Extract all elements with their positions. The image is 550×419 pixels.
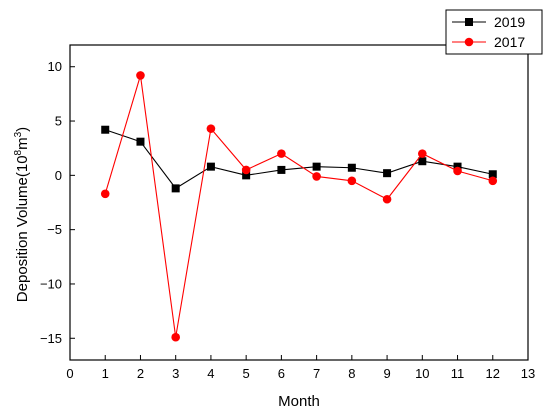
- series-layer: [100, 71, 498, 342]
- legend-marker-2017: [464, 37, 474, 47]
- y-tick-label: 10: [48, 59, 62, 74]
- x-tick-label: 5: [243, 366, 250, 381]
- x-tick-label: 10: [415, 366, 429, 381]
- x-tick-label: 7: [313, 366, 320, 381]
- legend: 2019 2017: [445, 9, 543, 55]
- data-point-2019: [488, 170, 497, 179]
- data-point-2019: [277, 165, 286, 174]
- data-point-2019: [383, 169, 392, 178]
- x-tick-label: 4: [207, 366, 214, 381]
- x-tick-label: 13: [521, 366, 535, 381]
- data-point-2019: [206, 162, 215, 171]
- x-tick-label: 3: [172, 366, 179, 381]
- data-point-2017: [312, 172, 321, 181]
- series-2017: [100, 71, 498, 342]
- y-axis-title-suffix: ): [14, 127, 31, 132]
- plot-frame: [69, 44, 529, 361]
- data-point-2017: [347, 176, 357, 186]
- y-tick-label: −15: [40, 331, 62, 346]
- data-point-2017: [100, 189, 110, 199]
- x-tick-label: 8: [348, 366, 355, 381]
- data-point-2017: [136, 71, 145, 80]
- data-point-2017: [171, 332, 180, 342]
- data-point-2019: [136, 137, 145, 146]
- y-tick-label: 0: [55, 168, 62, 183]
- y-tick-label: 5: [55, 114, 62, 129]
- legend-label-2017: 2017: [494, 34, 525, 50]
- data-point-2019: [453, 162, 462, 171]
- y-axis-title-prefix: Deposition Volume(10: [14, 155, 31, 302]
- data-point-2019: [242, 171, 251, 180]
- y-axis-title-unit: m: [14, 137, 31, 150]
- series-2019: [101, 125, 497, 193]
- x-tick-label: 11: [451, 366, 465, 381]
- x-tick-label: 1: [102, 366, 109, 381]
- x-axis-ticks: 0 1 2 3 4 5 6 7 8 9 10 11 12 13: [66, 355, 535, 381]
- legend-box: [445, 9, 543, 55]
- data-point-2017: [382, 194, 392, 204]
- x-tick-label: 6: [278, 366, 285, 381]
- data-point-2019: [347, 163, 356, 172]
- data-point-2019: [101, 125, 110, 134]
- plot-border: [69, 44, 529, 361]
- series-line-2019: [105, 129, 493, 190]
- data-point-2019: [312, 162, 321, 171]
- data-point-2017: [206, 124, 216, 133]
- x-tick-label: 12: [486, 366, 500, 381]
- x-tick-label: 2: [137, 366, 144, 381]
- data-point-2019: [171, 184, 180, 193]
- y-axis-title-exponent-2: 3: [13, 131, 24, 137]
- data-point-2017: [453, 166, 462, 176]
- y-axis-title: Deposition Volume(108m3): [13, 127, 31, 302]
- x-tick-label: 0: [66, 366, 73, 381]
- x-tick-label: 9: [383, 366, 390, 381]
- data-point-2017: [418, 149, 427, 158]
- y-axis-ticks: 10 5 0 −5 −10 −15: [40, 59, 75, 346]
- series-line-2017: [104, 75, 493, 338]
- x-axis-title: Month: [278, 393, 320, 410]
- y-axis-title-exponent-1: 8: [13, 149, 24, 155]
- y-tick-label: −10: [40, 276, 62, 291]
- data-point-2017: [488, 176, 498, 186]
- legend-marker-2019: [465, 18, 473, 26]
- data-point-2017: [277, 149, 286, 158]
- data-point-2019: [418, 157, 427, 166]
- data-point-2017: [241, 165, 251, 175]
- legend-label-2019: 2019: [494, 14, 525, 30]
- y-tick-label: −5: [47, 222, 62, 237]
